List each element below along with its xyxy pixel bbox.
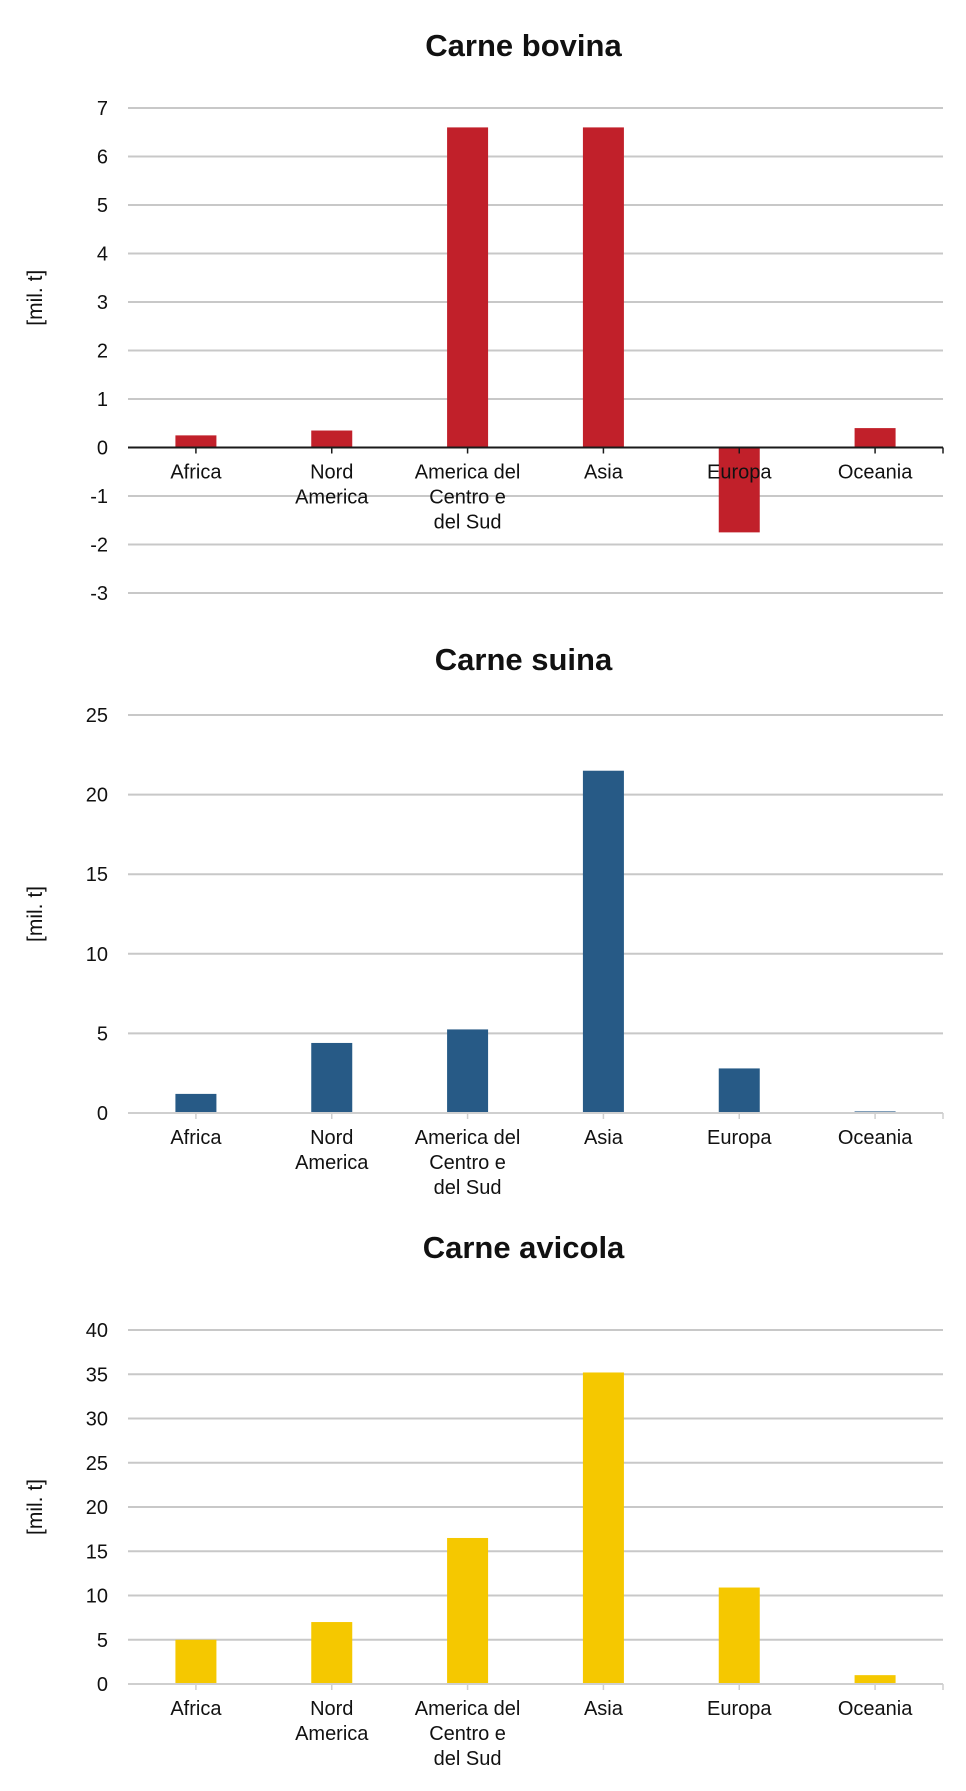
- bar-nord-america: [311, 430, 353, 448]
- x-tick-label: Europa: [707, 462, 772, 484]
- chart-title: Carne avicola: [423, 1230, 625, 1265]
- y-tick-label: 5: [97, 1023, 108, 1045]
- bar-africa: [175, 1093, 217, 1113]
- bar-oceania: [854, 1675, 896, 1684]
- x-tick-label-line: del Sud: [434, 1177, 502, 1199]
- bar-europa: [718, 447, 760, 533]
- bar-asia: [582, 770, 624, 1113]
- bar-america-del-centro-e-del-sud: [447, 1537, 489, 1684]
- x-tick-label-line: del Sud: [434, 512, 502, 534]
- y-tick-label: 5: [97, 1630, 108, 1652]
- y-axis-label: [mil. t]: [24, 1479, 47, 1535]
- x-tick-label-line: Oceania: [838, 1698, 913, 1720]
- x-tick-label: Nord America: [295, 1127, 369, 1174]
- x-tick-label-line: America del: [415, 1127, 521, 1149]
- x-tick-label-line: Asia: [584, 1698, 624, 1720]
- x-tick-label-line: Europa: [707, 1127, 772, 1149]
- x-tick-label-line: Centro e: [429, 487, 506, 509]
- bar-asia: [582, 1372, 624, 1684]
- y-tick-label: -2: [90, 535, 108, 557]
- x-tick-label: Oceania: [838, 462, 913, 484]
- x-tick-label-line: Asia: [584, 462, 624, 484]
- bar-asia: [582, 127, 624, 448]
- x-tick-label: Africa: [170, 462, 222, 484]
- bar-america-del-centro-e-del-sud: [447, 127, 489, 448]
- chart-1: Carne bovina [mil. t] 7 6 5 4 3 2 1 0 -1 -2 -3 Africa…: [24, 28, 944, 605]
- bar-nord-america: [311, 1042, 353, 1113]
- y-tick-label: 7: [97, 98, 108, 120]
- x-tick-label: Nord America: [295, 1698, 369, 1745]
- y-tick-label: 30: [86, 1409, 108, 1431]
- bar-africa: [175, 1639, 217, 1684]
- bar-europa: [718, 1068, 760, 1113]
- x-tick-label: Oceania: [838, 1127, 913, 1149]
- y-tick-label: 6: [97, 147, 108, 169]
- y-tick-label: 5: [97, 195, 108, 217]
- x-tick-label: Asia: [584, 1698, 624, 1720]
- y-tick-label: 10: [86, 944, 108, 966]
- y-tick-label: 20: [86, 1497, 108, 1519]
- x-tick-label-line: Africa: [170, 1698, 222, 1720]
- y-tick-label: 35: [86, 1364, 108, 1386]
- x-tick-label-line: America: [295, 1723, 369, 1745]
- x-tick-label-line: Nord: [310, 1127, 353, 1149]
- x-tick-label-line: Nord: [310, 462, 353, 484]
- y-tick-label: 40: [86, 1320, 108, 1342]
- y-tick-label: 0: [97, 1103, 108, 1125]
- x-tick-label-line: Africa: [170, 462, 222, 484]
- x-tick-label: Africa: [170, 1127, 222, 1149]
- x-tick-label-line: Centro e: [429, 1152, 506, 1174]
- bar-europa: [718, 1587, 760, 1684]
- x-tick-label: Oceania: [838, 1698, 913, 1720]
- x-tick-label-line: America del: [415, 1698, 521, 1720]
- bar-america-del-centro-e-del-sud: [447, 1029, 489, 1113]
- y-tick-label: 2: [97, 341, 108, 363]
- y-tick-label: 10: [86, 1586, 108, 1608]
- x-tick-label-line: Oceania: [838, 462, 913, 484]
- x-tick-label-line: Centro e: [429, 1723, 506, 1745]
- y-tick-label: 0: [97, 438, 108, 460]
- chart-3: Carne avicola [mil. t] 40 35 30 25 20 15 10 5 0 Afr…: [24, 1230, 944, 1770]
- x-tick-label-line: Oceania: [838, 1127, 913, 1149]
- y-axis-label: [mil. t]: [24, 886, 47, 942]
- y-tick-label: 25: [86, 1453, 108, 1475]
- bar-africa: [175, 435, 217, 448]
- x-tick-label: Africa: [170, 1698, 222, 1720]
- x-tick-label-line: America: [295, 1152, 369, 1174]
- chart-title: Carne suina: [435, 642, 613, 677]
- chart-title: Carne bovina: [425, 28, 622, 63]
- y-tick-label: -1: [90, 486, 108, 508]
- bar-nord-america: [311, 1622, 353, 1684]
- bar-oceania: [854, 428, 896, 448]
- y-tick-label: 20: [86, 785, 108, 807]
- x-tick-label-line: America: [295, 487, 369, 509]
- y-tick-label: 4: [97, 244, 108, 266]
- x-tick-label-line: Europa: [707, 462, 772, 484]
- chart-2: Carne suina [mil. t] 25 20 15 10 5 0 Africa Nord A…: [24, 642, 944, 1199]
- x-tick-label-line: Nord: [310, 1698, 353, 1720]
- y-tick-label: 25: [86, 705, 108, 727]
- x-tick-label: Asia: [584, 462, 624, 484]
- y-axis-label: [mil. t]: [24, 270, 47, 326]
- x-tick-label: America del Centro e del Sud: [415, 1127, 521, 1199]
- x-tick-label-line: America del: [415, 462, 521, 484]
- y-tick-label: 15: [86, 864, 108, 886]
- x-tick-label: America del Centro e del Sud: [415, 1698, 521, 1770]
- y-tick-label: 0: [97, 1674, 108, 1696]
- y-tick-label: 15: [86, 1541, 108, 1563]
- x-tick-label: Europa: [707, 1698, 772, 1720]
- x-tick-label-line: Africa: [170, 1127, 222, 1149]
- y-tick-label: 3: [97, 292, 108, 314]
- x-tick-label-line: Asia: [584, 1127, 624, 1149]
- y-tick-label: 1: [97, 389, 108, 411]
- x-tick-label: Europa: [707, 1127, 772, 1149]
- x-tick-label: Nord America: [295, 462, 369, 509]
- y-tick-label: -3: [90, 583, 108, 605]
- x-tick-label-line: Europa: [707, 1698, 772, 1720]
- x-tick-label: Asia: [584, 1127, 624, 1149]
- x-tick-label-line: del Sud: [434, 1748, 502, 1770]
- x-tick-label: America del Centro e del Sud: [415, 462, 521, 534]
